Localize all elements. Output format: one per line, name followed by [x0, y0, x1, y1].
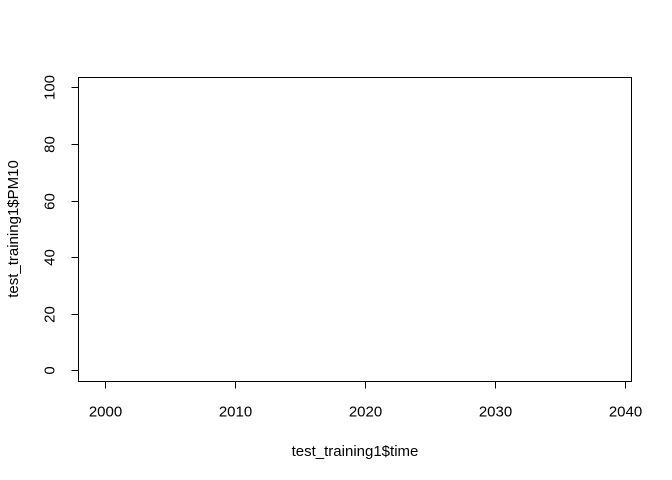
y-tick-label: 20: [42, 306, 59, 323]
y-axis-ticks: 0 20 40 60 80 100: [42, 75, 79, 375]
plot-frame: [78, 77, 632, 382]
x-axis-ticks: 2000 2010 2020 2030 2040: [89, 381, 642, 421]
x-axis-title: test_training1$time: [292, 443, 419, 460]
x-tick-label: 2030: [479, 404, 512, 421]
y-tick-label: 60: [42, 193, 59, 210]
x-tick-label: 2020: [349, 404, 382, 421]
x-tick-label: 2040: [609, 404, 642, 421]
x-tick-label: 2010: [219, 404, 252, 421]
y-tick-label: 40: [42, 249, 59, 266]
x-tick-label: 2000: [89, 404, 122, 421]
y-tick-label: 80: [42, 136, 59, 153]
y-tick-label: 0: [42, 366, 59, 374]
y-axis-title: test_training1$PM10: [5, 160, 22, 298]
y-tick-label: 100: [42, 75, 59, 100]
